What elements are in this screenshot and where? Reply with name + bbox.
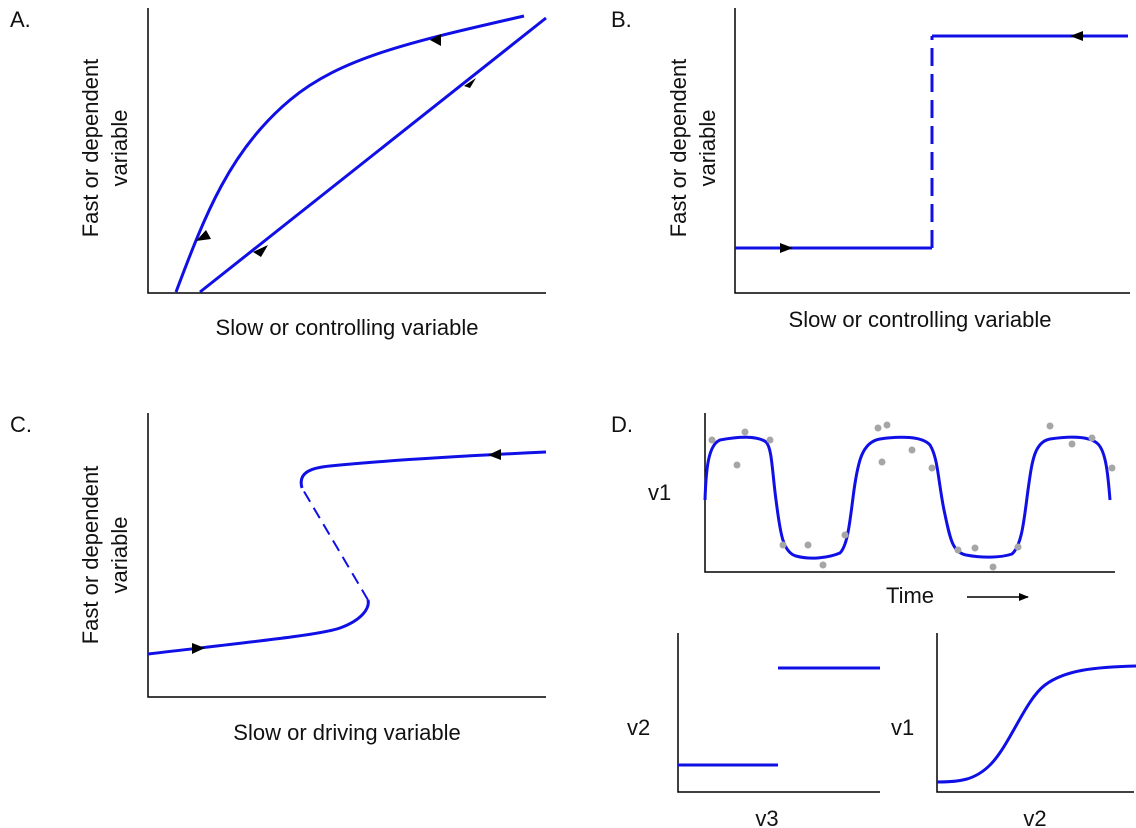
panel-c-xlabel: Slow or driving variable [233, 720, 460, 745]
panel-d-dot [741, 428, 749, 436]
panel-c-upper-branch [299, 450, 547, 489]
panel-d-step-axes [677, 633, 880, 793]
panel-d-step-ylabel: v2 [627, 715, 650, 740]
panel-a: A. Fast or dependent variable Slow or co… [10, 7, 547, 340]
panel-d-time-curve [703, 435, 1112, 560]
panel-d-sigmoid-curve [936, 664, 1136, 784]
panel-b-xlabel: Slow or controlling variable [789, 307, 1052, 332]
panel-d-dot [878, 458, 886, 466]
panel-a-ylabel-line1: Fast or dependent [78, 59, 103, 238]
panel-c: C. Fast or dependent variable Slow or dr… [10, 412, 547, 745]
panel-d-time-ylabel: v1 [648, 480, 671, 505]
panel-d-sigmoid-xlabel: v2 [1023, 806, 1046, 828]
panel-d-dot [708, 436, 716, 444]
panel-a-arrow-upper-right [430, 34, 441, 46]
panel-a-axes [147, 8, 546, 294]
panel-d-time-plot: v1 Time [648, 413, 1116, 608]
panel-d-time-axes [704, 413, 1115, 573]
panel-b-arrow-right [780, 243, 793, 253]
panel-b-letter: B. [611, 7, 632, 32]
panel-d-dot [1068, 440, 1076, 448]
panel-d-dot [1108, 464, 1116, 472]
panel-d-dot [1088, 434, 1096, 442]
panel-b-axes [734, 8, 1130, 294]
panel-d-dot [971, 544, 979, 552]
panel-c-axes [147, 413, 546, 698]
panel-d-dot [733, 461, 741, 469]
panel-a-letter: A. [10, 7, 31, 32]
panel-d-dot [883, 421, 891, 429]
panel-d: D. v1 Time [611, 412, 1136, 828]
panel-d-dot [1046, 422, 1054, 430]
panel-d-dot [841, 531, 849, 539]
panel-d-sigmoid-axes [936, 633, 1134, 793]
panel-b-ylabel-line2: variable [695, 109, 720, 186]
panel-d-dot [1014, 543, 1022, 551]
panel-a-arrow-lower-right [464, 78, 476, 88]
panel-a-upper-curve [174, 14, 525, 293]
panel-d-step-xlabel: v3 [755, 806, 778, 828]
panel-b-arrow-left [1070, 31, 1083, 41]
panel-c-ylabel-line1: Fast or dependent [78, 466, 103, 645]
panel-c-letter: C. [10, 412, 32, 437]
panel-d-dot [908, 446, 916, 454]
panel-a-ylabel-line2: variable [107, 109, 132, 186]
panel-c-ylabel-line2: variable [107, 516, 132, 593]
panel-d-dot [766, 436, 774, 444]
panel-c-arrow-left [488, 449, 501, 460]
panel-d-dot [874, 424, 882, 432]
panel-d-dot [954, 546, 962, 554]
panel-a-lower-line [199, 16, 547, 294]
panel-d-dot [989, 563, 997, 571]
panel-b: B. Fast or dependent variable Slow or co… [611, 7, 1130, 332]
panel-d-time-xlabel: Time [886, 583, 934, 608]
panel-c-arrow-right [192, 643, 205, 654]
panel-d-dot [928, 464, 936, 472]
panel-a-arrow-upper-left [196, 230, 211, 241]
panel-d-time-dots [708, 421, 1116, 571]
panel-d-sigmoid-ylabel: v1 [891, 715, 914, 740]
panel-a-xlabel: Slow or controlling variable [216, 315, 479, 340]
panel-d-sigmoid-plot: v1 v2 [891, 633, 1136, 828]
panel-a-arrow-lower-left [253, 245, 268, 257]
panel-c-unstable-branch [301, 487, 369, 601]
panel-d-letter: D. [611, 412, 633, 437]
panel-d-step-plot: v2 v3 [627, 633, 880, 828]
panel-d-dot [804, 541, 812, 549]
panel-d-dot [779, 541, 787, 549]
panel-b-ylabel-line1: Fast or dependent [666, 59, 691, 238]
panel-d-dot [819, 561, 827, 569]
panel-c-lower-branch [147, 599, 370, 656]
